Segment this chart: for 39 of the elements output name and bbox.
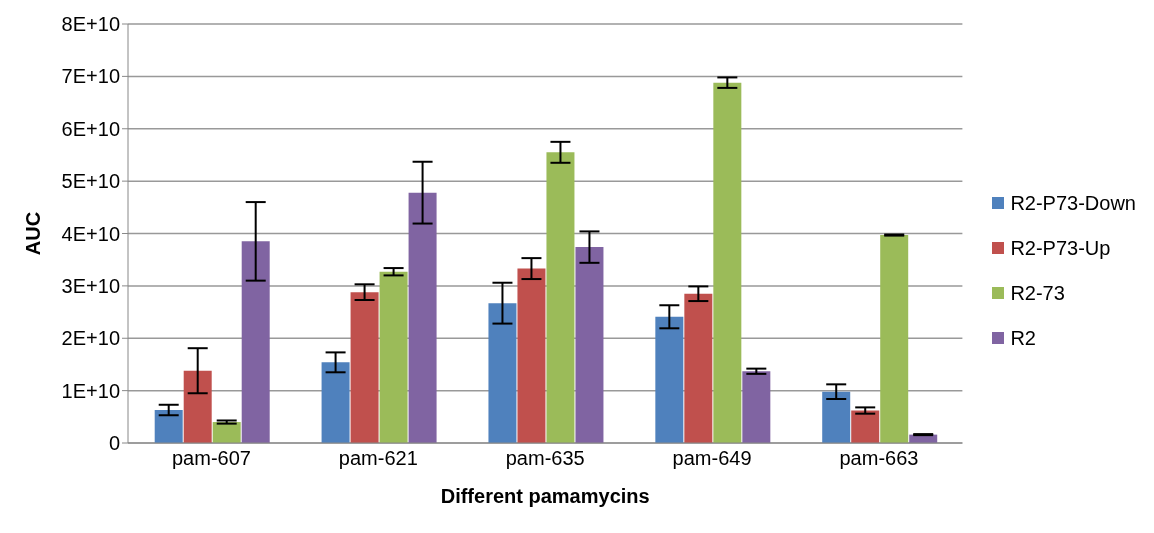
bar (379, 271, 408, 443)
bar (154, 410, 183, 443)
x-tick-label: pam-607 (171, 447, 251, 470)
bar (655, 316, 684, 443)
bar (575, 247, 604, 443)
x-axis-title: Different pamamycins (440, 485, 650, 507)
bar (350, 292, 379, 443)
y-tick-label: 6E+10 (61, 117, 120, 140)
y-tick-label: 7E+10 (61, 65, 120, 88)
legend-label: R2-P73-Up (1010, 236, 1111, 260)
x-tick-label: pam-649 (672, 447, 752, 470)
x-tick-label: pam-663 (839, 447, 919, 470)
y-tick-label: 0 (108, 432, 120, 455)
x-tick-label: pam-635 (505, 447, 585, 470)
y-tick-label: 3E+10 (61, 274, 120, 297)
bar (212, 422, 241, 443)
bar (713, 82, 742, 443)
y-tick-label: 4E+10 (61, 222, 120, 245)
bar (183, 370, 212, 443)
bar (546, 152, 575, 443)
y-tick-label: 1E+10 (61, 379, 120, 402)
y-tick-label: 5E+10 (61, 170, 120, 193)
bar (241, 241, 270, 443)
bar (684, 293, 713, 443)
legend-label: R2-73 (1010, 281, 1065, 305)
legend-label: R2 (1010, 326, 1036, 350)
bar (488, 303, 517, 443)
bar (822, 391, 851, 443)
bar (517, 268, 546, 443)
y-axis-title: AUC (22, 211, 45, 256)
x-tick-label: pam-621 (338, 447, 418, 470)
legend-label: R2-P73-Down (1010, 191, 1136, 215)
bar (321, 362, 350, 443)
bar (851, 410, 880, 443)
bar (880, 235, 909, 443)
bar (742, 371, 771, 443)
y-tick-label: 8E+10 (61, 13, 120, 36)
bar (408, 192, 437, 443)
y-tick-label: 2E+10 (61, 327, 120, 350)
